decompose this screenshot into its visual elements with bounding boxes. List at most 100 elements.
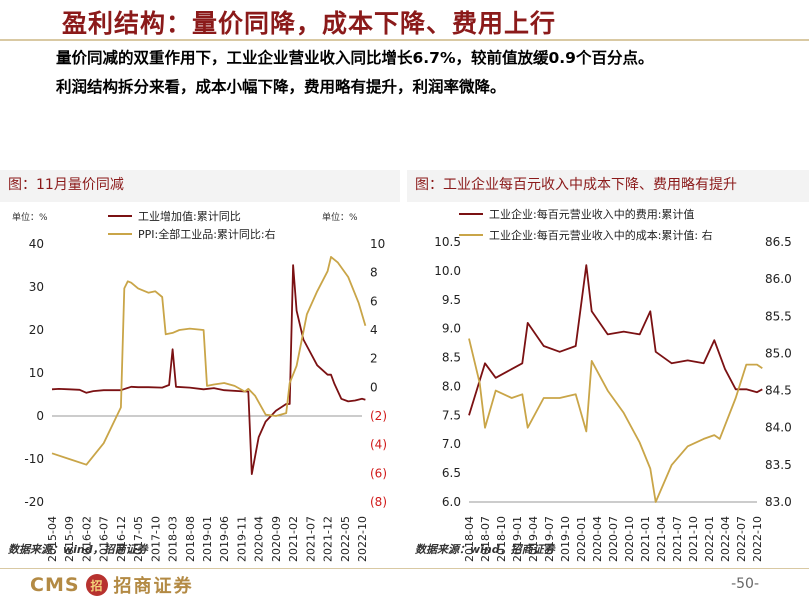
summary-bullet-2: 利润结构拆分来看，成本小幅下降，费用略有提升，利润率微降。	[56, 78, 506, 96]
x-tick-label: 2020-04	[253, 516, 266, 562]
y-left-tick-label: 10.5	[434, 235, 461, 249]
y-left-tick-label: 7.5	[442, 408, 461, 422]
x-tick-label: 2021-12	[322, 516, 335, 562]
y-right-tick-label: 2	[370, 352, 378, 366]
logo-chinese-name: 招商证券	[113, 576, 194, 597]
x-tick-label: 2019-01	[511, 516, 524, 562]
y-left-tick-label: 10	[29, 366, 44, 380]
x-tick-label: 2022-10	[751, 516, 764, 562]
page-title: 盈利结构：量价同降，成本下降、费用上行	[62, 9, 557, 38]
y-right-tick-label: 4	[370, 323, 378, 337]
y-left-tick-label: 6.5	[442, 466, 461, 480]
left-chart-area: 单位：% 单位：% 40 30 20 10 0 -10 -20 10 8 6 4 2 0 (2) (4) (6…	[0, 202, 400, 565]
x-tick-label: 2016-12	[115, 516, 128, 562]
x-tick-label: 2015-04	[46, 516, 59, 562]
x-tick-label: 2020-09	[270, 516, 283, 562]
x-tick-label: 2016-02	[80, 516, 93, 562]
x-tick-label: 2021-04	[655, 516, 668, 562]
x-tick-label: 2020-07	[607, 516, 620, 562]
x-tick-label: 2022-04	[719, 516, 732, 562]
x-tick-label: 2018-10	[495, 516, 508, 562]
y-right-tick-label: 85.0	[765, 346, 792, 360]
y-left-tick-label: 6.0	[442, 495, 461, 509]
y-left-tick-label: -20	[24, 495, 44, 509]
left-chart-panel: 图：11月量价同减 单位：% 单位：% 40 30 20 10 0 -10 -20 10 8 6 4…	[0, 170, 400, 565]
x-tick-label: 2022-01	[703, 516, 716, 562]
y-left-tick-label: 10.0	[434, 264, 461, 278]
y-right-tick-label: (8)	[370, 495, 387, 509]
right-chart-title: 图：工业企业每百元收入中成本下降、费用略有提升	[415, 177, 737, 193]
x-tick-label: 2018-04	[463, 516, 476, 562]
logo-text: CMS	[30, 574, 80, 596]
series-line-1	[468, 264, 763, 416]
legend-label-2: 工业企业:每百元营业收入中的成本:累计值: 右	[489, 228, 713, 242]
y-left-tick-label: 20	[29, 323, 44, 337]
x-tick-label: 2019-06	[218, 516, 231, 562]
x-tick-label: 2022-07	[735, 516, 748, 562]
y-right-tick-label: 84.5	[765, 384, 792, 398]
x-tick-label: 2019-04	[527, 516, 540, 562]
x-tick-label: 2022-10	[356, 516, 369, 562]
x-tick-label: 2017-05	[132, 516, 145, 562]
title-divider	[0, 39, 809, 41]
y-left-tick-label: 8.0	[442, 379, 461, 393]
legend-label-1: 工业增加值:累计同比	[138, 209, 241, 223]
x-tick-label: 2020-04	[591, 516, 604, 562]
y-left-tick-label: 8.5	[442, 351, 461, 365]
y-left-tick-label: 9.5	[442, 293, 461, 307]
x-tick-label: 2018-03	[167, 516, 180, 562]
right-chart-source: 数据来源：wind，招商证券	[415, 543, 555, 556]
x-tick-label: 2020-01	[575, 516, 588, 562]
x-tick-label: 2019-07	[543, 516, 556, 562]
page-number: -50-	[731, 576, 759, 592]
summary-text: 量价同减的双重作用下，工业企业营业收入同比增长6.7%，较前值放缓0.9个百分点…	[56, 46, 756, 104]
y-right-tick-label: 86.0	[765, 272, 792, 286]
x-tick-label: 2015-09	[63, 516, 76, 562]
y-right-tick-label: 85.5	[765, 309, 792, 323]
y-left-tick-label: 7.0	[442, 437, 461, 451]
y-right-tick-label: 0	[370, 380, 378, 394]
logo-mark-icon: 招	[85, 574, 108, 596]
x-tick-label: 2018-07	[479, 516, 492, 562]
y-right-tick-label: 83.0	[765, 495, 792, 509]
y-right-tick-label: 6	[370, 294, 378, 308]
x-tick-label: 2020-10	[623, 516, 636, 562]
x-tick-label: 2021-10	[687, 516, 700, 562]
cms-logo: CMS 招 招商证券	[30, 572, 194, 598]
right-unit-label: 单位：%	[322, 211, 358, 223]
y-right-tick-label: 10	[370, 237, 385, 251]
x-tick-label: 2016-07	[98, 516, 111, 562]
y-right-tick-label: (2)	[370, 409, 387, 423]
footer-divider	[0, 568, 809, 569]
y-right-tick-label: 84.0	[765, 421, 792, 435]
x-tick-label: 2018-08	[184, 516, 197, 562]
right-chart-panel: 图：工业企业每百元收入中成本下降、费用略有提升 10.5 10.0 9.5 9.0 8.…	[407, 170, 809, 565]
y-right-tick-label: 8	[370, 266, 378, 280]
series-line-2	[51, 256, 367, 466]
x-tick-label: 2021-07	[304, 516, 317, 562]
x-tick-label: 2021-07	[671, 516, 684, 562]
left-unit-label: 单位：%	[12, 211, 48, 223]
left-chart-title: 图：11月量价同减	[8, 177, 124, 193]
y-right-tick-label: 86.5	[765, 235, 792, 249]
y-right-tick-label: (6)	[370, 466, 387, 480]
right-chart-area: 10.5 10.0 9.5 9.0 8.5 8.0 7.5 7.0 6.5 6.0 86.5 86.0…	[407, 202, 809, 565]
y-left-tick-label: 30	[29, 280, 44, 294]
x-tick-label: 2019-01	[201, 516, 214, 562]
x-tick-label: 2022-05	[339, 516, 352, 562]
series-line-2	[468, 338, 763, 503]
x-tick-label: 2021-02	[287, 516, 300, 562]
legend-label-2: PPI:全部工业品:累计同比:右	[138, 227, 276, 241]
y-right-tick-label: (4)	[370, 438, 387, 452]
summary-bullet-1: 量价同减的双重作用下，工业企业营业收入同比增长6.7%，较前值放缓0.9个百分点…	[56, 49, 654, 67]
y-right-tick-label: 83.5	[765, 458, 792, 472]
x-tick-label: 2019-10	[559, 516, 572, 562]
y-left-tick-label: 0	[36, 409, 44, 423]
y-left-tick-label: -10	[24, 452, 44, 466]
y-left-tick-label: 9.0	[442, 322, 461, 336]
left-chart-svg: 单位：% 单位：% 403020100-10-201086420(2)(4)(6…	[12, 209, 387, 562]
y-left-tick-label: 40	[29, 237, 44, 251]
right-chart-svg: 10.5 10.0 9.5 9.0 8.5 8.0 7.5 7.0 6.5 6.0 86.5 86.0…	[434, 207, 792, 562]
left-chart-source: 数据来源：wind，招商证券	[8, 543, 148, 556]
x-tick-label: 2019-11	[235, 516, 248, 562]
